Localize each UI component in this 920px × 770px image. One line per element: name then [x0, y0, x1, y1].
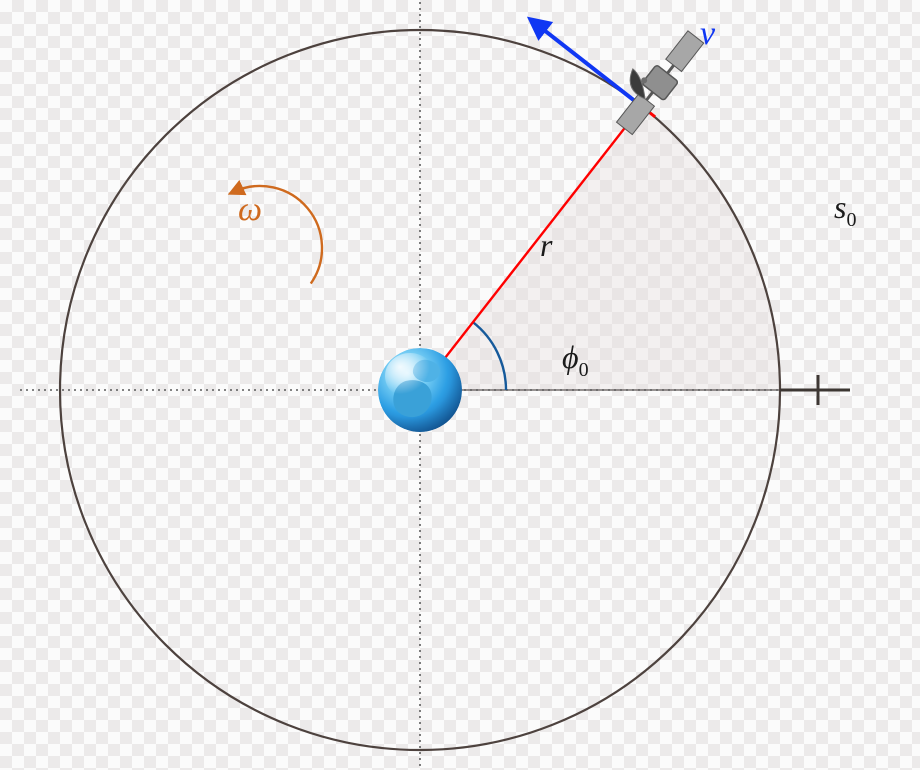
label-s: s0: [834, 189, 856, 231]
velocity-vector: [534, 23, 641, 107]
angle-sector: [420, 106, 780, 390]
satellite-panel-right: [666, 31, 704, 72]
label-r: r: [540, 227, 553, 263]
satellite-body: [642, 65, 679, 101]
label-omega: ω: [238, 191, 262, 228]
label-v: v: [700, 15, 716, 52]
earth-icon: [378, 348, 462, 432]
